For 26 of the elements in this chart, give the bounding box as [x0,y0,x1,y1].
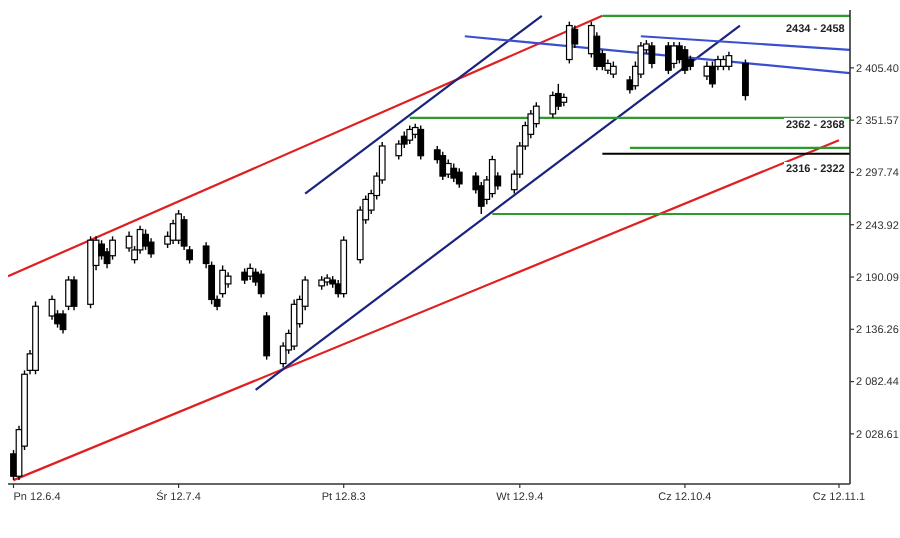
candlestick [290,298,298,351]
candlestick [670,41,678,69]
candlestick [257,269,265,299]
candlestick [65,275,72,311]
candlestick [709,60,716,89]
candlestick [98,239,105,261]
candlestick [648,41,656,69]
candlestick [142,228,149,251]
candlestick [395,139,403,161]
candlestick [109,235,116,261]
candlestick [70,275,78,311]
candlestick [554,83,562,111]
candlestick [549,90,557,119]
candlestick [703,60,711,81]
candlestick [450,162,458,183]
candlestick [175,209,182,245]
candlestick [725,51,733,71]
candlestick [417,124,425,161]
candlestick [263,311,271,361]
candlestick [742,58,749,102]
candlestick [455,167,463,189]
candlestick [488,155,496,199]
candlestick [147,237,155,259]
candlestick [681,45,689,75]
candlestick [439,151,447,181]
candlestick [59,309,67,335]
